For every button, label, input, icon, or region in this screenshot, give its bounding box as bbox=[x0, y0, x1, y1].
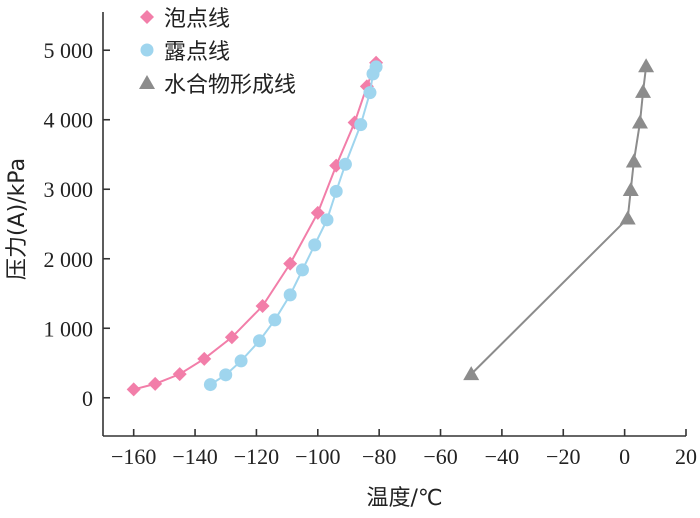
data-point bbox=[320, 213, 334, 227]
data-point bbox=[308, 238, 322, 252]
data-point bbox=[638, 58, 655, 73]
series-2 bbox=[203, 60, 383, 392]
data-point bbox=[255, 299, 270, 314]
series-line bbox=[470, 66, 648, 375]
legend-marker bbox=[140, 43, 154, 57]
x-tick-label: −40 bbox=[485, 444, 519, 469]
plot-area bbox=[126, 55, 655, 397]
data-point bbox=[338, 157, 352, 171]
x-tick-label: −20 bbox=[546, 444, 580, 469]
data-point bbox=[252, 334, 266, 348]
data-point bbox=[354, 118, 368, 132]
y-tick-label: 2 000 bbox=[44, 247, 94, 272]
data-point bbox=[369, 60, 383, 74]
data-point bbox=[619, 210, 636, 225]
data-point bbox=[283, 256, 298, 271]
series-3 bbox=[463, 58, 655, 381]
y-tick-label: 0 bbox=[82, 386, 93, 411]
x-tick-label: 20 bbox=[675, 444, 697, 469]
legend-marker bbox=[139, 75, 155, 89]
data-point bbox=[172, 367, 187, 382]
data-point bbox=[126, 382, 141, 397]
axes: −160 −140 −120 −100 −80 −60 −40 −20 0 20 0 1 000 2 0… bbox=[44, 12, 697, 469]
data-point bbox=[295, 263, 309, 277]
data-point bbox=[148, 376, 163, 391]
y-tick-label: 3 000 bbox=[44, 177, 94, 202]
x-tick-label: −160 bbox=[111, 444, 156, 469]
x-tick-label: −100 bbox=[295, 444, 340, 469]
data-point bbox=[463, 366, 480, 381]
x-tick-label: 0 bbox=[619, 444, 630, 469]
x-axis-title: 温度/℃ bbox=[366, 486, 442, 511]
x-tick-label: −60 bbox=[423, 444, 457, 469]
y-axis-title: 压力(A)/kPa bbox=[5, 158, 30, 280]
data-point bbox=[203, 378, 217, 392]
data-point bbox=[631, 114, 648, 129]
y-tick-label: 1 000 bbox=[44, 316, 94, 341]
data-point bbox=[625, 153, 642, 168]
y-tick-label: 5 000 bbox=[44, 38, 94, 63]
data-point bbox=[329, 184, 343, 198]
legend-label: 泡点线 bbox=[164, 7, 230, 32]
data-point bbox=[197, 351, 212, 366]
y-tick-label: 4 000 bbox=[44, 108, 94, 133]
x-tick-label: −80 bbox=[362, 444, 396, 469]
x-tick-label: −140 bbox=[172, 444, 217, 469]
data-point bbox=[635, 83, 652, 98]
data-point bbox=[219, 368, 233, 382]
data-point bbox=[363, 86, 377, 100]
data-point bbox=[622, 181, 639, 196]
x-tick-label: −120 bbox=[234, 444, 279, 469]
data-point bbox=[268, 313, 282, 327]
data-point bbox=[234, 354, 248, 368]
data-point bbox=[224, 330, 239, 345]
data-point bbox=[310, 205, 325, 220]
legend-label: 露点线 bbox=[164, 40, 230, 65]
legend-marker bbox=[140, 10, 154, 24]
data-point bbox=[283, 288, 297, 302]
legend-label: 水合物形成线 bbox=[164, 73, 296, 98]
